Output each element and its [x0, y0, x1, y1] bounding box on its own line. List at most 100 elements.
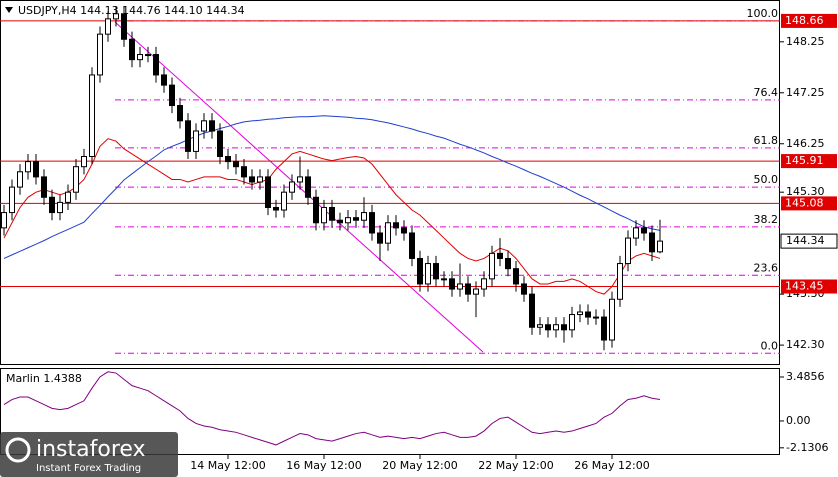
candle-body: [497, 252, 503, 259]
logo-box: [0, 432, 178, 477]
candle-body: [113, 13, 119, 20]
candle-body: [473, 288, 479, 295]
candle-body: [121, 13, 127, 40]
candle-body: [97, 33, 103, 76]
last-price-label: 144.34: [786, 234, 825, 247]
oscillator-title: Marlin 1.4388: [6, 372, 82, 385]
candle-body: [257, 176, 263, 183]
candle-body: [521, 283, 527, 295]
candle-body: [489, 252, 495, 280]
candle-body: [25, 161, 31, 173]
level-tag-label: 145.91: [785, 154, 824, 167]
y-tick-label: 146.25: [786, 137, 825, 150]
x-tick-label: 22 May 12:00: [478, 459, 553, 472]
candle-body: [73, 166, 79, 193]
oscillator-pane: [0, 368, 780, 455]
y-tick-label: -2.1306: [786, 441, 828, 454]
fib-label: 23.6: [754, 261, 779, 274]
candle-body: [577, 311, 583, 316]
candle-body: [409, 232, 415, 259]
candle-body: [433, 263, 439, 280]
candle-body: [633, 227, 639, 239]
candle-body: [569, 314, 575, 331]
candle-body: [345, 217, 351, 224]
candle-body: [369, 212, 375, 234]
last-price-tag: [780, 233, 838, 249]
candle-body: [81, 156, 87, 168]
candle-body: [49, 196, 55, 214]
candle-body: [273, 206, 279, 211]
candle-body: [249, 176, 255, 183]
candle-body: [513, 268, 519, 285]
y-tick-label: 3.4856: [786, 370, 825, 383]
x-tick-label: 16 May 12:00: [286, 459, 361, 472]
y-tick-label: 148.25: [786, 35, 825, 48]
candle-body: [553, 324, 559, 331]
candle-body: [145, 54, 151, 57]
y-tick-label: 142.30: [786, 338, 825, 351]
candle-body: [65, 191, 71, 203]
level-tag-label: 148.66: [785, 14, 824, 27]
candle-body: [505, 257, 511, 270]
fib-label: 50.0: [754, 173, 779, 186]
chart-title: USDJPY,H4 144.13 144.76 144.10 144.34: [18, 4, 245, 17]
candle-body: [537, 324, 543, 328]
candle-body: [401, 227, 407, 234]
candle-body: [33, 161, 39, 178]
candle-body: [441, 278, 447, 281]
candle-body: [289, 181, 295, 193]
candle-body: [161, 74, 167, 86]
fib-label: 76.4: [754, 86, 779, 99]
main-pane: [0, 0, 780, 365]
candle-body: [129, 38, 135, 61]
candle-body: [233, 161, 239, 168]
candle-body: [17, 171, 23, 188]
candle-body: [353, 217, 359, 221]
candle-body: [1, 212, 7, 229]
candle-body: [265, 176, 271, 208]
candle-body: [561, 324, 567, 331]
candle-body: [281, 191, 287, 211]
candle-body: [89, 74, 95, 158]
y-tick-label: 147.25: [786, 86, 825, 99]
oscillator-line: [3, 371, 661, 446]
candle-body: [209, 120, 215, 132]
candle-body: [593, 316, 599, 319]
candle-body: [361, 212, 367, 221]
candle-body: [417, 257, 423, 285]
level-tag: [781, 13, 837, 28]
fib-label: 38.2: [754, 213, 779, 226]
candle-body: [385, 222, 391, 244]
candle-body: [377, 232, 383, 244]
candle-body: [625, 237, 631, 265]
candle-body: [649, 232, 655, 253]
plot-layer: 148.25147.25146.25145.30143.30142.303.48…: [0, 6, 838, 472]
candle-body: [193, 130, 199, 152]
x-tick-label: 20 May 12:00: [382, 459, 457, 472]
fib-label: 61.8: [754, 134, 779, 147]
candle-body: [153, 54, 159, 76]
candle-body: [177, 105, 183, 122]
candle-body: [313, 196, 319, 224]
x-tick-label: 14 May 12:00: [190, 459, 265, 472]
candle-body: [185, 120, 191, 152]
level-tag: [781, 154, 837, 169]
candle-body: [241, 166, 247, 178]
level-tag-label: 145.08: [785, 196, 824, 209]
candle-body: [225, 156, 231, 163]
fib-label: 100.0: [747, 7, 779, 20]
moving-average: [3, 138, 661, 295]
candle-body: [305, 176, 311, 198]
level-tag: [781, 279, 837, 294]
candle-body: [393, 222, 399, 229]
candle-body: [481, 278, 487, 290]
candle-body: [105, 18, 111, 35]
candle-body: [609, 298, 615, 341]
moving-average: [3, 115, 661, 259]
y-tick-label: 0.00: [786, 414, 811, 427]
candle-body: [425, 263, 431, 285]
logo-tagline: Instant Forex Trading: [36, 463, 141, 474]
candle-body: [657, 240, 663, 253]
